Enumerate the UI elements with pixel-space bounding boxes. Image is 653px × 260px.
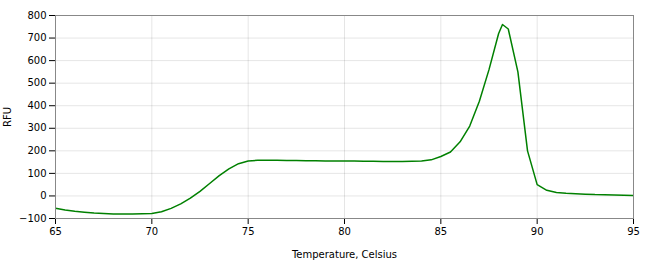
svg-text:700: 700 [27, 32, 46, 43]
svg-text:Temperature, Celsius: Temperature, Celsius [291, 249, 397, 260]
svg-text:95: 95 [627, 226, 640, 237]
svg-text:−100: −100 [19, 213, 46, 224]
svg-text:0: 0 [40, 190, 46, 201]
svg-text:75: 75 [242, 226, 255, 237]
svg-text:RFU: RFU [2, 107, 13, 127]
svg-text:85: 85 [434, 226, 447, 237]
svg-text:65: 65 [49, 226, 62, 237]
svg-text:200: 200 [27, 145, 46, 156]
svg-text:800: 800 [27, 10, 46, 21]
svg-text:400: 400 [27, 100, 46, 111]
svg-text:90: 90 [531, 226, 544, 237]
svg-text:80: 80 [338, 226, 351, 237]
svg-text:100: 100 [27, 168, 46, 179]
svg-text:600: 600 [27, 55, 46, 66]
svg-text:70: 70 [145, 226, 158, 237]
svg-text:300: 300 [27, 122, 46, 133]
svg-text:500: 500 [27, 77, 46, 88]
